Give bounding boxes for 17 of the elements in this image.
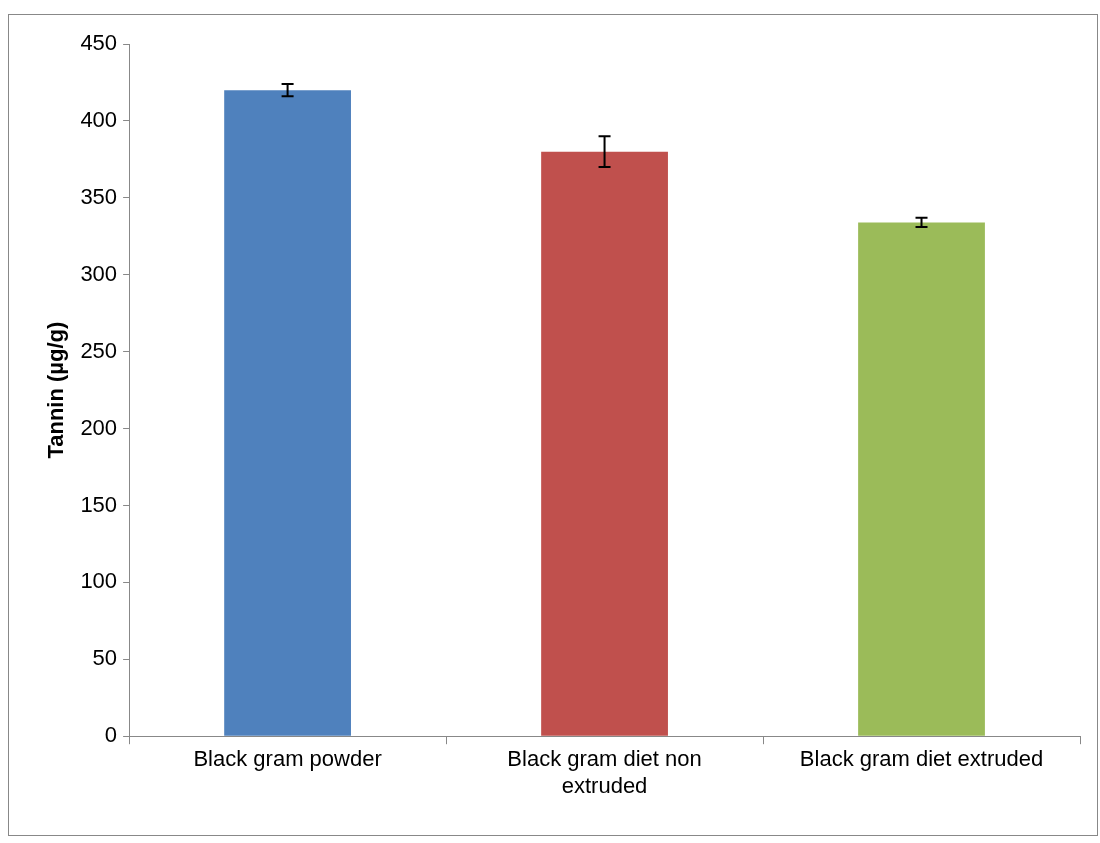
bar (224, 90, 351, 736)
y-tick-label: 0 (104, 722, 118, 748)
bar (858, 222, 985, 736)
y-tick-label: 400 (80, 106, 118, 132)
y-tick-label: 200 (80, 414, 118, 440)
x-tick-label: Black gram diet non extruded (507, 746, 702, 798)
y-tick-label: 100 (80, 568, 118, 594)
y-axis-title: Tannin (µg/g) (43, 321, 69, 459)
y-tick-label: 50 (92, 645, 118, 671)
bar (541, 151, 668, 736)
y-tick-label: 250 (80, 337, 118, 363)
y-tick-label: 350 (80, 183, 118, 209)
x-tick-label: Black gram diet extruded (799, 746, 1044, 772)
y-tick-label: 150 (80, 491, 118, 517)
y-tick-label: 450 (80, 30, 118, 56)
x-tick-label: Black gram powder (193, 746, 382, 772)
y-tick-label: 300 (80, 260, 118, 286)
